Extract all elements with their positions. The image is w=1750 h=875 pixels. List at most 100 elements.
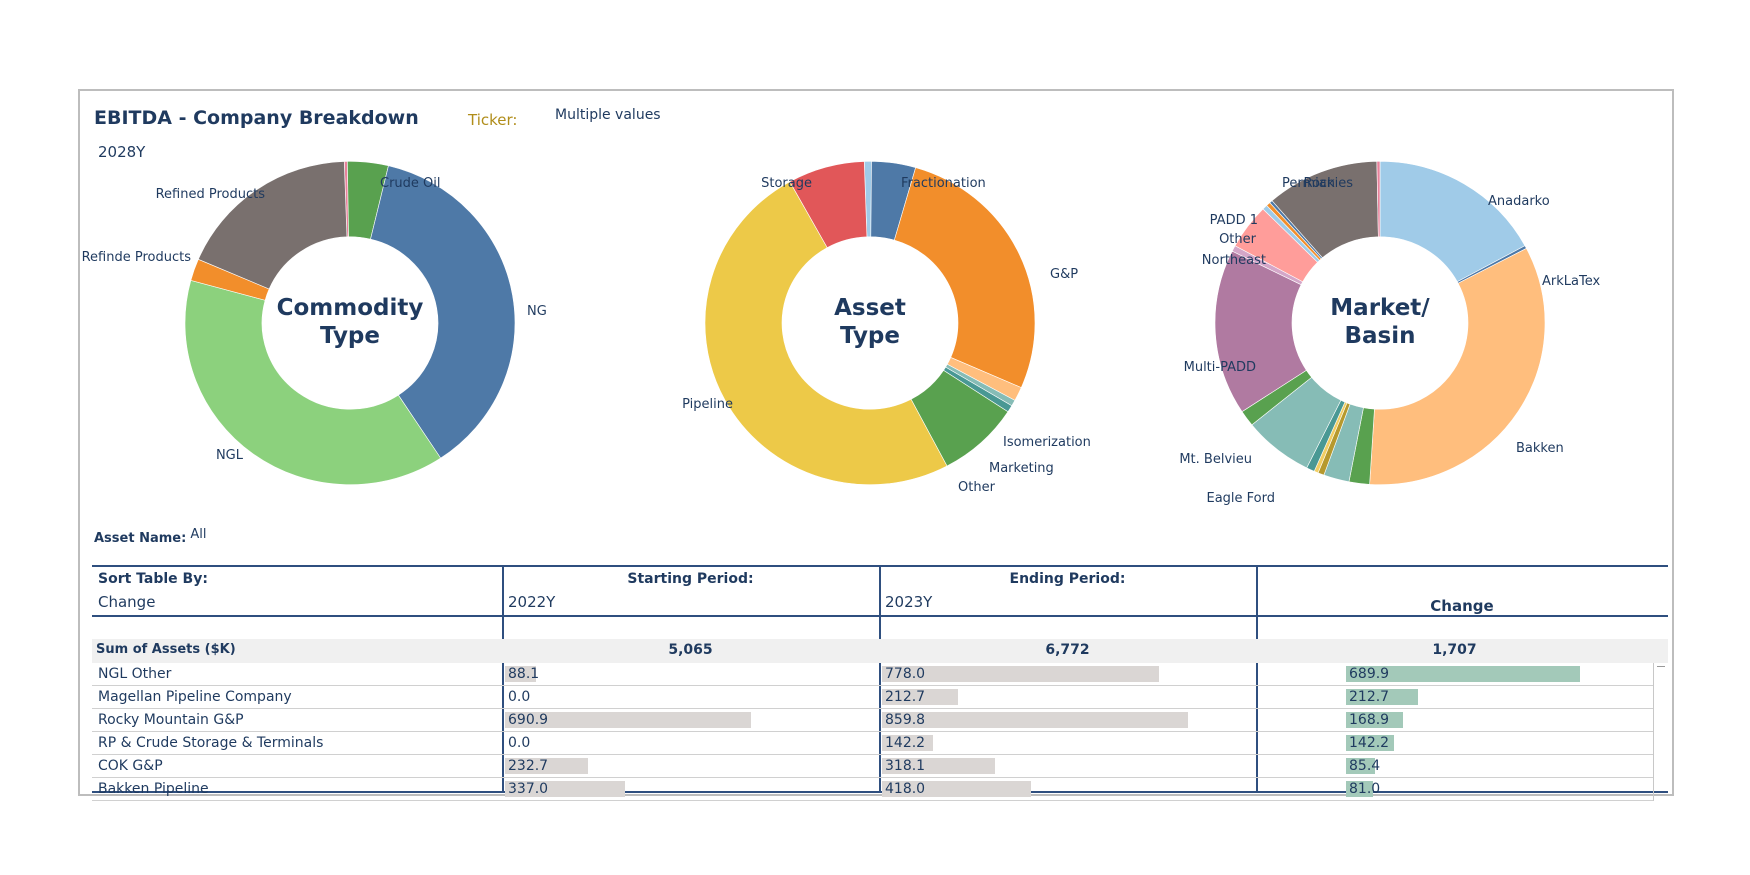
change-value-cell: 168.9	[1349, 712, 1390, 728]
slice-label: Multi-PADD	[1184, 360, 1256, 375]
row-divider	[92, 800, 1653, 801]
slice-label: Northeast	[1202, 253, 1266, 268]
change-bar	[1346, 735, 1395, 751]
change-bar	[1346, 689, 1419, 705]
slice-label: Refined Products	[156, 187, 266, 202]
end-value-cell: 142.2	[885, 735, 926, 751]
change-value-cell: 689.9	[1349, 666, 1390, 682]
sum-change: 1,707	[1432, 642, 1477, 658]
slice-label: Permian	[1282, 176, 1335, 191]
donut-center-title: Asset	[834, 295, 906, 321]
starting-period-label: Starting Period:	[627, 571, 754, 587]
change-bar	[1346, 781, 1374, 797]
table-row[interactable]: Magellan Pipeline Company 0.0 212.7 212.7	[92, 686, 1653, 709]
table-row[interactable]: Bakken Pipeline 337.0 418.0 81.0	[92, 778, 1653, 801]
change-value-cell: 85.4	[1349, 758, 1381, 774]
row-divider	[92, 777, 1653, 778]
slice-label: Marketing	[989, 461, 1054, 476]
asset-name-cell: Bakken Pipeline	[98, 781, 209, 797]
donut-slice[interactable]	[1214, 250, 1307, 413]
slice-label: Refinde Products	[82, 250, 192, 265]
end-value-cell: 778.0	[885, 666, 926, 682]
change-bar	[1346, 712, 1404, 728]
starting-period-value[interactable]: 2022Y	[508, 593, 556, 611]
start-value-cell: 690.9	[508, 712, 549, 728]
donut-center-title: Basin	[1345, 323, 1416, 349]
slice-label: Other	[1219, 232, 1257, 247]
end-value-cell: 212.7	[885, 689, 926, 705]
donut-slice[interactable]	[197, 161, 348, 290]
slice-label: Mt. Belvieu	[1179, 452, 1252, 467]
donut-slice[interactable]	[184, 280, 442, 485]
sum-label: Sum of Assets ($K)	[96, 642, 236, 657]
scrollbar-thumb[interactable]	[1657, 666, 1665, 677]
year-label: 2028Y	[98, 143, 146, 161]
slice-label: Storage	[761, 176, 812, 191]
change-value-cell: 212.7	[1349, 689, 1390, 705]
start-bar	[505, 758, 588, 774]
slice-label: Rockies	[1304, 176, 1354, 191]
start-value-cell: 88.1	[508, 666, 540, 682]
end-bar	[882, 735, 933, 751]
table-row[interactable]: Rocky Mountain G&P 690.9 859.8 168.9	[92, 709, 1653, 732]
end-bar	[882, 712, 1188, 728]
donut-slice[interactable]	[370, 165, 516, 459]
donut-slice[interactable]	[893, 167, 1036, 388]
table-row[interactable]: NGL Other 88.1 778.0 689.9	[92, 663, 1653, 686]
slice-label: Crude Oil	[380, 176, 441, 191]
donut-slice[interactable]	[704, 181, 948, 485]
change-column-header[interactable]: Change	[1430, 597, 1494, 615]
slice-label: Isomerization	[1003, 435, 1091, 450]
asset-name-filter[interactable]: Asset Name: All	[94, 527, 206, 546]
start-value-cell: 0.0	[508, 689, 531, 705]
slice-label: Anadarko	[1488, 194, 1550, 209]
change-bar	[1346, 758, 1375, 774]
start-value-cell: 0.0	[508, 735, 531, 751]
slice-label: Bakken	[1516, 441, 1564, 456]
sum-start: 5,065	[668, 642, 713, 658]
slice-label: PADD 1	[1210, 213, 1258, 228]
sort-table-value[interactable]: Change	[98, 593, 156, 611]
slice-label: Other	[958, 480, 996, 495]
row-divider	[92, 731, 1653, 732]
asset-name-cell: RP & Crude Storage & Terminals	[98, 735, 324, 751]
start-bar	[505, 666, 537, 682]
dashboard-title: EBITDA - Company Breakdown	[94, 107, 419, 129]
start-bar	[505, 712, 751, 728]
change-value-cell: 81.0	[1349, 781, 1381, 797]
donut-center-title: Type	[320, 323, 380, 349]
donut-slice[interactable]	[1376, 160, 1381, 238]
end-bar	[882, 666, 1159, 682]
table-row[interactable]: RP & Crude Storage & Terminals 0.0 142.2 14…	[92, 732, 1653, 755]
end-bar	[882, 758, 996, 774]
asset-name-cell: Rocky Mountain G&P	[98, 712, 244, 728]
ticker-filter-label: Ticker:	[468, 111, 518, 129]
slice-label: Pipeline	[682, 397, 733, 412]
slice-label: Eagle Ford	[1206, 491, 1275, 506]
end-bar	[882, 781, 1031, 797]
donut-center-title: Commodity	[277, 295, 424, 321]
start-value-cell: 232.7	[508, 758, 549, 774]
slice-label: G&P	[1050, 267, 1078, 282]
donut-slice[interactable]	[1369, 248, 1546, 485]
start-bar	[505, 781, 625, 797]
dashboard-panel: EBITDA - Company Breakdown Ticker: Multi…	[78, 89, 1674, 801]
row-divider	[92, 754, 1653, 755]
asset-name-value[interactable]: All	[190, 527, 207, 542]
asset-name-cell: Magellan Pipeline Company	[98, 689, 292, 705]
end-value-cell: 418.0	[885, 781, 926, 797]
ending-period-value[interactable]: 2023Y	[885, 593, 933, 611]
end-value-cell: 318.1	[885, 758, 926, 774]
ticker-filter-value[interactable]: Multiple values	[555, 107, 661, 123]
row-divider	[92, 708, 1653, 709]
donut-slice[interactable]	[789, 161, 868, 249]
table-row[interactable]: COK G&P 232.7 318.1 85.4	[92, 755, 1653, 778]
start-value-cell: 337.0	[508, 781, 549, 797]
sum-row: Sum of Assets ($K) 5,065 6,772 1,707	[92, 639, 1668, 663]
commodity-type-donut[interactable]: Crude Oil NG NGL Refinde Products Refined Pr…	[80, 161, 547, 501]
end-bar	[882, 689, 958, 705]
table-scrollbar[interactable]	[1653, 663, 1668, 801]
asset-type-donut[interactable]: Storage Fractionation G&P Isomerization Mark…	[600, 161, 1091, 501]
asset-name-cell: COK G&P	[98, 758, 163, 774]
